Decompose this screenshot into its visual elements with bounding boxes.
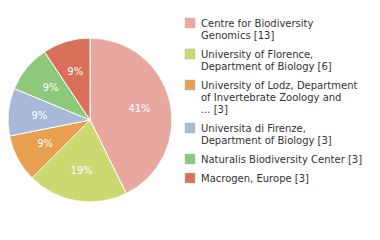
data-label: 9% <box>43 82 59 93</box>
legend-swatch <box>185 154 195 164</box>
data-label: 9% <box>37 138 53 149</box>
legend-label: Centre for BiodiversityGenomics [13] <box>201 18 314 41</box>
legend-label: Macrogen, Europe [3] <box>201 173 309 184</box>
legend-label: Naturalis Biodiversity Center [3] <box>201 154 362 165</box>
legend-swatch <box>185 173 195 183</box>
data-label: 9% <box>31 110 47 121</box>
legend-swatch <box>185 49 195 59</box>
data-label: 41% <box>128 103 150 114</box>
chart: 41% 19% 9% 9% 9% 9% Centre for BiodiversityGen… <box>0 0 380 240</box>
slices <box>8 38 172 202</box>
legend-label: University of Florence,Department of Bio… <box>201 49 332 72</box>
data-label: 9% <box>67 66 83 77</box>
legend: Centre for BiodiversityGenomics [13] Univ… <box>185 18 362 184</box>
legend-label: University of Lodz, Departmentof Inverte… <box>201 80 358 115</box>
data-label: 19% <box>71 165 93 176</box>
pie-slice <box>44 38 90 120</box>
data-labels: 41% 19% 9% 9% 9% 9% <box>31 66 150 176</box>
legend-swatch <box>185 18 195 28</box>
legend-swatch <box>185 123 195 133</box>
legend-swatch <box>185 80 195 90</box>
legend-label: Universita di Firenze,Department of Biol… <box>201 123 332 146</box>
